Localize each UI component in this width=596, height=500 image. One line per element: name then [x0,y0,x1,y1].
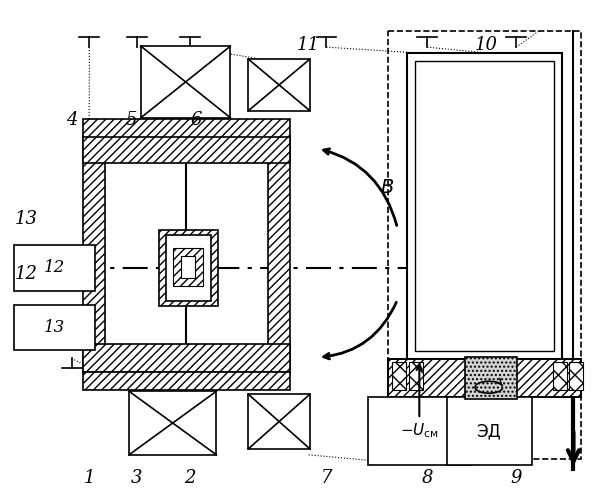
Text: 11: 11 [297,36,320,54]
Bar [393,362,406,390]
Bar [249,394,310,449]
Bar [465,358,517,399]
Bar [166,235,212,300]
Bar [409,419,429,435]
Text: 1: 1 [83,468,95,486]
Text: 5: 5 [125,110,136,128]
Bar [409,362,423,390]
Bar [387,360,582,397]
Bar [387,360,582,397]
Text: $-U_{\rm см}$: $-U_{\rm см}$ [400,422,439,440]
Text: 6: 6 [190,110,202,128]
Text: 13: 13 [44,319,65,336]
Text: 3: 3 [131,468,142,486]
Text: 8: 8 [421,468,433,486]
Bar [408,53,561,360]
Bar [14,304,95,350]
Text: 9: 9 [510,468,522,486]
Bar [368,397,472,465]
Text: 12: 12 [15,265,38,283]
Text: $B$: $B$ [380,180,395,198]
Bar [173,248,203,286]
Bar [447,397,532,465]
Bar [552,362,567,390]
Bar [387,31,582,459]
Text: 4: 4 [66,110,77,128]
Bar [249,59,310,111]
Bar [141,46,231,118]
Bar [83,372,290,390]
Text: 2: 2 [184,468,196,486]
Bar [181,256,194,278]
Bar [415,61,554,352]
Text: 7: 7 [321,468,332,486]
Bar [570,362,583,390]
Bar [83,136,105,374]
Bar [268,136,290,374]
Bar [83,118,290,136]
Text: 13: 13 [15,210,38,228]
Bar [83,344,290,372]
Text: 10: 10 [475,36,498,54]
Bar [479,419,499,435]
Text: ЭД: ЭД [477,422,501,440]
Bar [159,230,219,306]
Text: 12: 12 [44,260,65,276]
Bar [83,136,290,164]
Bar [129,391,216,455]
Bar [14,245,95,291]
